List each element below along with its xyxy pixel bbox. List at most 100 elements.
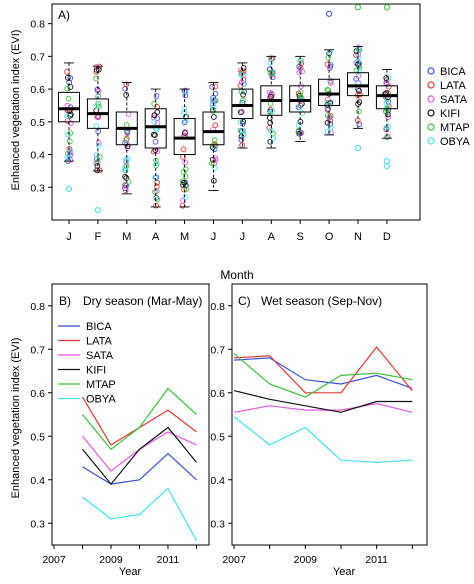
panel-a-site-point <box>212 122 219 129</box>
panel-a-site-point <box>122 182 128 188</box>
panel-xtick-label: 2009 <box>294 554 318 566</box>
panel-a-site-point <box>324 112 331 119</box>
panel-c-y-axis: 0.3 0.4 0.5 0.6 0.7 0.8 <box>210 301 232 530</box>
panel-a-site-point <box>385 83 392 90</box>
series-line-obya <box>233 416 413 464</box>
panel-a-xtick-label: F <box>95 231 102 243</box>
panel-a-site-point <box>182 182 189 189</box>
panel-a-site-point <box>296 104 303 111</box>
panel-a-site-point <box>151 100 157 107</box>
panel-a-site-point <box>64 113 70 120</box>
panel-a-site-point <box>122 173 128 180</box>
panel-a-site-point <box>237 82 244 89</box>
panel-a-site-point <box>270 135 277 142</box>
legend-label: LATA <box>86 336 113 348</box>
panel-a-site-point <box>354 58 361 65</box>
panel-a-site-point <box>268 93 274 100</box>
panel-a-xtick-label: M <box>122 231 131 243</box>
panel-a-site-point <box>297 89 304 95</box>
panel-a-site-point <box>324 128 331 135</box>
panel-a-site-point <box>125 179 132 185</box>
panel-a-site-point <box>212 83 219 90</box>
panel-a-site-point <box>324 86 331 93</box>
panel-a-site-point <box>152 132 158 138</box>
panel-a-site-point <box>237 127 244 134</box>
panel-a-site-point <box>153 160 160 167</box>
panel-a-site-point <box>67 157 74 163</box>
panel-ytick-label: 0.3 <box>30 518 45 530</box>
panel-ytick-label: 0.3 <box>210 518 225 530</box>
panel-a-legend-marker <box>427 67 435 75</box>
legend-label: BICA <box>86 321 112 333</box>
series-line-lata <box>233 346 413 394</box>
panel-a-ytick-label: 0.8 <box>30 19 45 31</box>
panel-ytick-label: 0.8 <box>30 301 45 313</box>
panel-a-site-point <box>241 81 248 87</box>
panel-a-site-point <box>327 120 334 127</box>
panel-a-site-point <box>154 103 160 110</box>
panel-a-site-point <box>95 66 102 73</box>
panel-a-site-point <box>93 67 100 73</box>
panel-a-site-point <box>327 62 334 68</box>
panel-a-site-point <box>355 46 362 53</box>
panel-a-box <box>231 88 254 120</box>
panel-a-site-point <box>210 108 216 114</box>
panel-a-site-point <box>154 179 161 186</box>
panel-a-site-point <box>182 87 189 94</box>
panel-a-site-point <box>65 95 72 102</box>
panel-a-site-point <box>96 167 103 174</box>
panel-a-xlabel: Month <box>220 268 253 282</box>
panel-c-lines <box>233 346 413 464</box>
panel-a-legend-marker <box>427 109 435 117</box>
panel-xtick-label: 2009 <box>99 554 123 566</box>
panel-ytick-label: 0.4 <box>30 475 45 487</box>
panel-a-site-point <box>356 87 362 94</box>
panel-a-xtick-label: A <box>152 231 160 243</box>
panel-a-site-point <box>325 54 332 61</box>
panel-c-xlabel: Year <box>333 566 356 578</box>
panel-a-site-point <box>64 69 70 75</box>
panel-a-site-point <box>152 188 158 195</box>
panel-a-site-point <box>95 139 102 146</box>
panel-a-y-axis: 0.3 0.4 0.5 0.6 0.7 0.8 <box>30 19 52 194</box>
panel-a-site-point <box>67 151 74 157</box>
panel-ytick-label: 0.4 <box>210 475 225 487</box>
panel-a-site-point <box>208 160 215 167</box>
panel-a-site-point <box>267 119 274 126</box>
series-line-mtap <box>233 353 413 398</box>
panel-a-site-point <box>384 133 391 140</box>
panel-ytick-label: 0.7 <box>210 344 225 356</box>
panel-a-site-point <box>384 106 391 113</box>
panel-a-ytick-label: 0.7 <box>30 51 45 63</box>
panel-a-ytick-label: 0.5 <box>30 117 45 129</box>
panel-a-site-point <box>327 124 334 131</box>
panel-a-legend-label: BICA <box>440 66 466 78</box>
panel-a-legend-label: KIFI <box>440 108 460 120</box>
panel-a-site-point <box>238 72 245 78</box>
panel-a-site-point <box>211 137 218 144</box>
panel-a-site-point <box>209 84 216 90</box>
panel-b-label: B) <box>59 294 71 308</box>
panel-b-ylabel: Enhanced vegetation index (EVI) <box>10 338 22 499</box>
panel-a-site-point <box>95 142 102 149</box>
panel-ytick-label: 0.7 <box>30 344 45 356</box>
panel-a-site-point <box>123 92 130 98</box>
panel-b-frame <box>51 283 210 546</box>
panel-a-outlier-point <box>354 4 362 11</box>
panel-a-site-point <box>269 70 275 77</box>
panel-a-site-point <box>383 75 390 81</box>
panel-a-site-point <box>356 64 363 71</box>
panel-a-site-point <box>96 154 103 160</box>
panel-a-xtick-label: N <box>354 231 362 243</box>
panel-a-xtick-label: S <box>297 231 304 243</box>
panel-a-legend-marker <box>427 81 435 89</box>
panel-a-site-point <box>324 119 331 126</box>
panel-a-legend-label: MTAP <box>440 122 470 134</box>
panel-a-site-point <box>95 93 102 99</box>
panel-a-site-point <box>153 93 160 99</box>
panel-a-box <box>202 111 225 146</box>
panel-a-box <box>58 91 80 123</box>
series-line-kifi <box>233 390 413 413</box>
panel-a-legend-marker <box>427 95 435 103</box>
panel-a-site-point <box>240 131 247 138</box>
